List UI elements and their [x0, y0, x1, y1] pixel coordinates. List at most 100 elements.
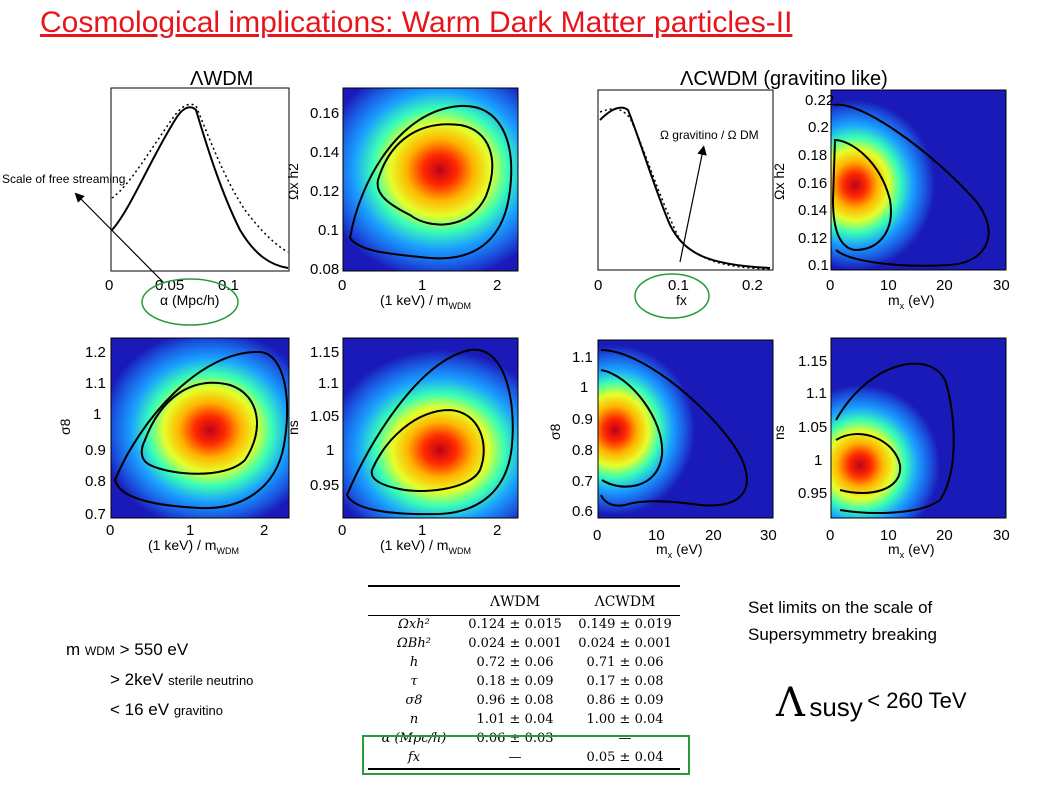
lwdm-header: ΛWDM — [190, 68, 254, 90]
svg-text:0.6: 0.6 — [572, 503, 593, 520]
svg-text:0.12: 0.12 — [798, 230, 827, 247]
svg-text:0.14: 0.14 — [798, 202, 827, 219]
free-streaming-label: Scale of free streaming — [2, 172, 126, 186]
svg-text:1: 1 — [418, 522, 426, 539]
svg-text:10: 10 — [880, 527, 897, 544]
svg-text:10: 10 — [648, 527, 665, 544]
svg-text:0.8: 0.8 — [85, 473, 106, 490]
svg-text:0.18: 0.18 — [798, 147, 827, 164]
svg-text:Ωx h2: Ωx h2 — [771, 163, 787, 200]
table-row: n 1.01 ± 0.04 1.00 ± 0.04 — [409, 712, 664, 727]
alpha-axis-label: α (Mpc/h) — [160, 292, 220, 308]
svg-text:0: 0 — [594, 277, 602, 294]
svg-text:20: 20 — [705, 527, 722, 544]
table-row: Ωxh² 0.124 ± 0.015 0.149 ± 0.019 — [398, 617, 672, 632]
svg-text:0.95: 0.95 — [310, 477, 339, 494]
plot-ns-wdm: 1.15 1.1 1.05 1 0.95 0 1 2 ns — [285, 337, 519, 539]
mx-axis-label-top: mx (eV) — [888, 292, 935, 311]
svg-text:20: 20 — [936, 277, 953, 294]
svg-text:0.9: 0.9 — [85, 442, 106, 459]
svg-text:0: 0 — [338, 277, 346, 294]
svg-text:0.2: 0.2 — [808, 119, 829, 136]
table-row: α (Mpc/h) 0.06 ± 0.03— — [381, 731, 632, 746]
svg-text:0: 0 — [826, 277, 834, 294]
svg-text:20: 20 — [936, 527, 953, 544]
gravitino-bound: < 16 eV gravitino — [110, 700, 223, 719]
svg-text:10: 10 — [880, 277, 897, 294]
fx-axis-label: fx — [676, 292, 687, 308]
svg-text:0: 0 — [593, 527, 601, 544]
svg-text:1.05: 1.05 — [798, 419, 827, 436]
plot-omega-cwdm: 0.22 0.2 0.18 0.16 0.14 0.12 0.1 0 10 20… — [771, 89, 1010, 294]
svg-text:0.7: 0.7 — [85, 506, 106, 523]
svg-text:1.1: 1.1 — [572, 349, 593, 366]
svg-text:0.12: 0.12 — [310, 183, 339, 200]
alpha-highlight-ellipse — [141, 278, 239, 326]
plot-fx-likelihood: 0 0.1 0.2 — [594, 89, 774, 294]
svg-text:2: 2 — [260, 522, 268, 539]
plot-ns-cwdm: 1.15 1.1 1.05 1 0.95 0 10 20 30 ns — [771, 337, 1010, 544]
svg-text:0.9: 0.9 — [572, 411, 593, 428]
plot-sigma8-wdm: 1.2 1.1 1 0.9 0.8 0.7 0 1 2 σ8 — [57, 337, 290, 539]
table-header-lwdm: ΛWDM — [489, 594, 541, 610]
svg-text:0.16: 0.16 — [798, 175, 827, 192]
svg-text:0: 0 — [338, 522, 346, 539]
table-row: h 0.72 ± 0.06 0.71 ± 0.06 — [409, 655, 664, 670]
table-highlight-box — [362, 735, 690, 775]
svg-text:0.7: 0.7 — [572, 473, 593, 490]
susy-bound: Λ susy < 260 TeV — [776, 680, 967, 726]
svg-text:1: 1 — [418, 277, 426, 294]
svg-text:0: 0 — [826, 527, 834, 544]
svg-text:2: 2 — [493, 522, 501, 539]
svg-text:0.95: 0.95 — [798, 485, 827, 502]
svg-text:ns: ns — [771, 425, 787, 440]
svg-text:0.16: 0.16 — [310, 105, 339, 122]
svg-text:0.1: 0.1 — [218, 277, 239, 294]
svg-text:0.2: 0.2 — [742, 277, 763, 294]
svg-text:2: 2 — [493, 277, 501, 294]
svg-text:0.22: 0.22 — [805, 92, 834, 109]
free-streaming-arrow — [74, 192, 165, 284]
kev-axis-label-top: (1 keV) / mWDM — [380, 292, 471, 311]
table-row: σ8 0.96 ± 0.08 0.86 ± 0.09 — [405, 693, 664, 708]
kev-axis-label-bl: (1 keV) / mWDM — [148, 537, 239, 556]
table-row: fx —0.05 ± 0.04 — [407, 750, 664, 765]
parameters-table: ΛWDM ΛCWDM Ωxh² 0.124 ± 0.015 0.149 ± 0.01… — [368, 585, 680, 770]
svg-text:1.1: 1.1 — [85, 375, 106, 392]
svg-text:1.1: 1.1 — [318, 375, 339, 392]
svg-text:1.15: 1.15 — [798, 353, 827, 370]
svg-text:30: 30 — [993, 527, 1010, 544]
svg-text:0.1: 0.1 — [668, 277, 689, 294]
slide-title: Cosmological implications: Warm Dark Mat… — [40, 6, 793, 39]
svg-text:0.1: 0.1 — [318, 222, 339, 239]
plot-alpha-likelihood: 0 0.05 0.1 — [105, 87, 290, 294]
mx-axis-label-bm: mx (eV) — [656, 541, 703, 560]
svg-text:1: 1 — [814, 452, 822, 469]
svg-text:1: 1 — [186, 522, 194, 539]
lcwdm-header: ΛCWDM (gravitino like) — [680, 68, 888, 90]
kev-axis-label-bm: (1 keV) / mWDM — [380, 537, 471, 556]
svg-text:30: 30 — [760, 527, 777, 544]
svg-text:0: 0 — [105, 277, 113, 294]
svg-text:σ8: σ8 — [57, 418, 73, 435]
svg-text:0: 0 — [106, 522, 114, 539]
mx-axis-label-br: mx (eV) — [888, 541, 935, 560]
svg-text:σ8: σ8 — [547, 423, 563, 440]
svg-text:1.2: 1.2 — [85, 344, 106, 361]
svg-text:0.14: 0.14 — [310, 144, 339, 161]
plot-sigma8-cwdm: 1.1 1 0.9 0.8 0.7 0.6 0 10 20 30 σ8 — [547, 339, 777, 544]
table-row: ΩBh² 0.024 ± 0.001 0.024 ± 0.001 — [397, 636, 672, 651]
svg-text:1.05: 1.05 — [310, 408, 339, 425]
table-header-lcwdm: ΛCWDM — [594, 594, 656, 610]
svg-text:0.08: 0.08 — [310, 261, 339, 278]
svg-text:1: 1 — [580, 379, 588, 396]
svg-text:Ωx h2: Ωx h2 — [285, 163, 301, 200]
svg-text:ns: ns — [285, 420, 301, 435]
plot-omega-wdm: 0.16 0.14 0.12 0.1 0.08 0 1 2 Ωx h2 — [285, 87, 519, 294]
svg-text:1: 1 — [326, 442, 334, 459]
svg-text:1.1: 1.1 — [806, 385, 827, 402]
svg-text:0.8: 0.8 — [572, 442, 593, 459]
svg-text:30: 30 — [993, 277, 1010, 294]
svg-text:1.15: 1.15 — [310, 344, 339, 361]
